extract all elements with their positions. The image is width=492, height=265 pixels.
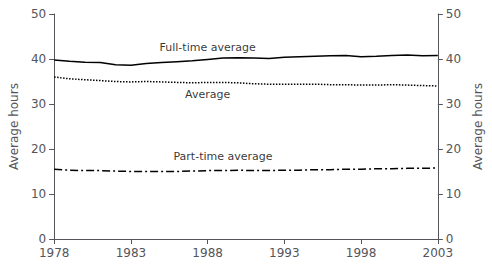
svg-text:30: 30	[31, 97, 46, 111]
svg-text:1978: 1978	[39, 246, 70, 260]
svg-text:1998: 1998	[346, 246, 377, 260]
svg-text:10: 10	[446, 187, 461, 201]
svg-text:1988: 1988	[192, 246, 223, 260]
svg-text:40: 40	[446, 52, 461, 66]
svg-text:0: 0	[39, 232, 47, 246]
svg-text:20: 20	[446, 142, 461, 156]
svg-text:1983: 1983	[116, 246, 147, 260]
svg-text:1993: 1993	[269, 246, 300, 260]
svg-text:Average hours: Average hours	[7, 83, 21, 170]
svg-text:Average: Average	[185, 88, 230, 101]
svg-text:Full-time average: Full-time average	[160, 41, 256, 54]
svg-text:50: 50	[31, 7, 46, 21]
svg-text:20: 20	[31, 142, 46, 156]
svg-text:10: 10	[31, 187, 46, 201]
svg-text:0: 0	[446, 232, 454, 246]
svg-text:30: 30	[446, 97, 461, 111]
svg-text:50: 50	[446, 7, 461, 21]
svg-text:Part-time average: Part-time average	[173, 150, 272, 163]
svg-text:Average hours: Average hours	[471, 83, 485, 170]
svg-text:2003: 2003	[423, 246, 454, 260]
svg-text:40: 40	[31, 52, 46, 66]
